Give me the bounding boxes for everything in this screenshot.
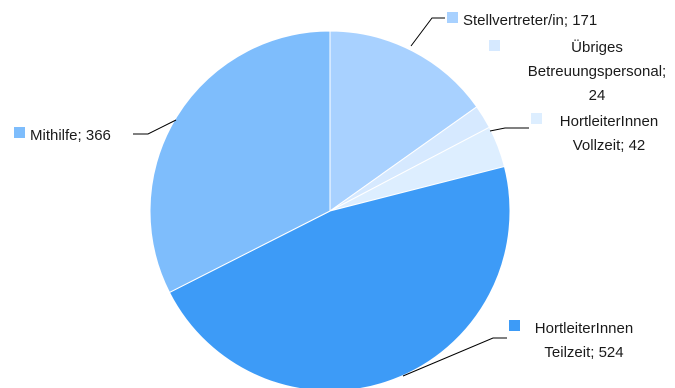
legend-swatch-mithilfe — [14, 127, 25, 138]
legend-swatch-hortleiterinnen-teilzeit — [509, 320, 520, 331]
leader-line-mithilfe — [133, 119, 177, 135]
slice-labels: Stellvertreter/in; 171 Übriges Betreuungsp… — [14, 12, 666, 361]
slice-label-mithilfe: Mithilfe; 366 — [30, 127, 111, 144]
pie-slices — [149, 30, 511, 388]
leader-lines — [133, 17, 529, 377]
slice-label-hortleiterinnen-teilzeit: HortleiterInnen Teilzeit; 524 — [535, 320, 633, 361]
leader-line-stellvertreter-in — [410, 17, 445, 47]
legend-swatch-übriges-betreuungspersonal — [489, 40, 500, 51]
pie-slice-stellvertreter-in — [329, 30, 478, 212]
legend-swatch-hortleiterinnen-vollzeit — [531, 113, 542, 124]
pie-slice-mithilfe — [149, 30, 331, 294]
leader-line-hortleiterinnen-teilzeit — [402, 337, 507, 377]
slice-label-übriges-betreuungspersonal: Übriges Betreuungspersonal; 24 — [528, 38, 666, 104]
slice-label-hortleiterinnen-vollzeit: HortleiterInnen Vollzeit; 42 — [560, 113, 658, 154]
leader-line-hortleiterinnen-vollzeit — [489, 127, 529, 132]
legend-swatch-stellvertreter-in — [447, 12, 458, 23]
pie-slice-hortleiterinnen-teilzeit — [168, 165, 511, 388]
slice-label-stellvertreter-in: Stellvertreter/in; 171 — [463, 12, 597, 29]
